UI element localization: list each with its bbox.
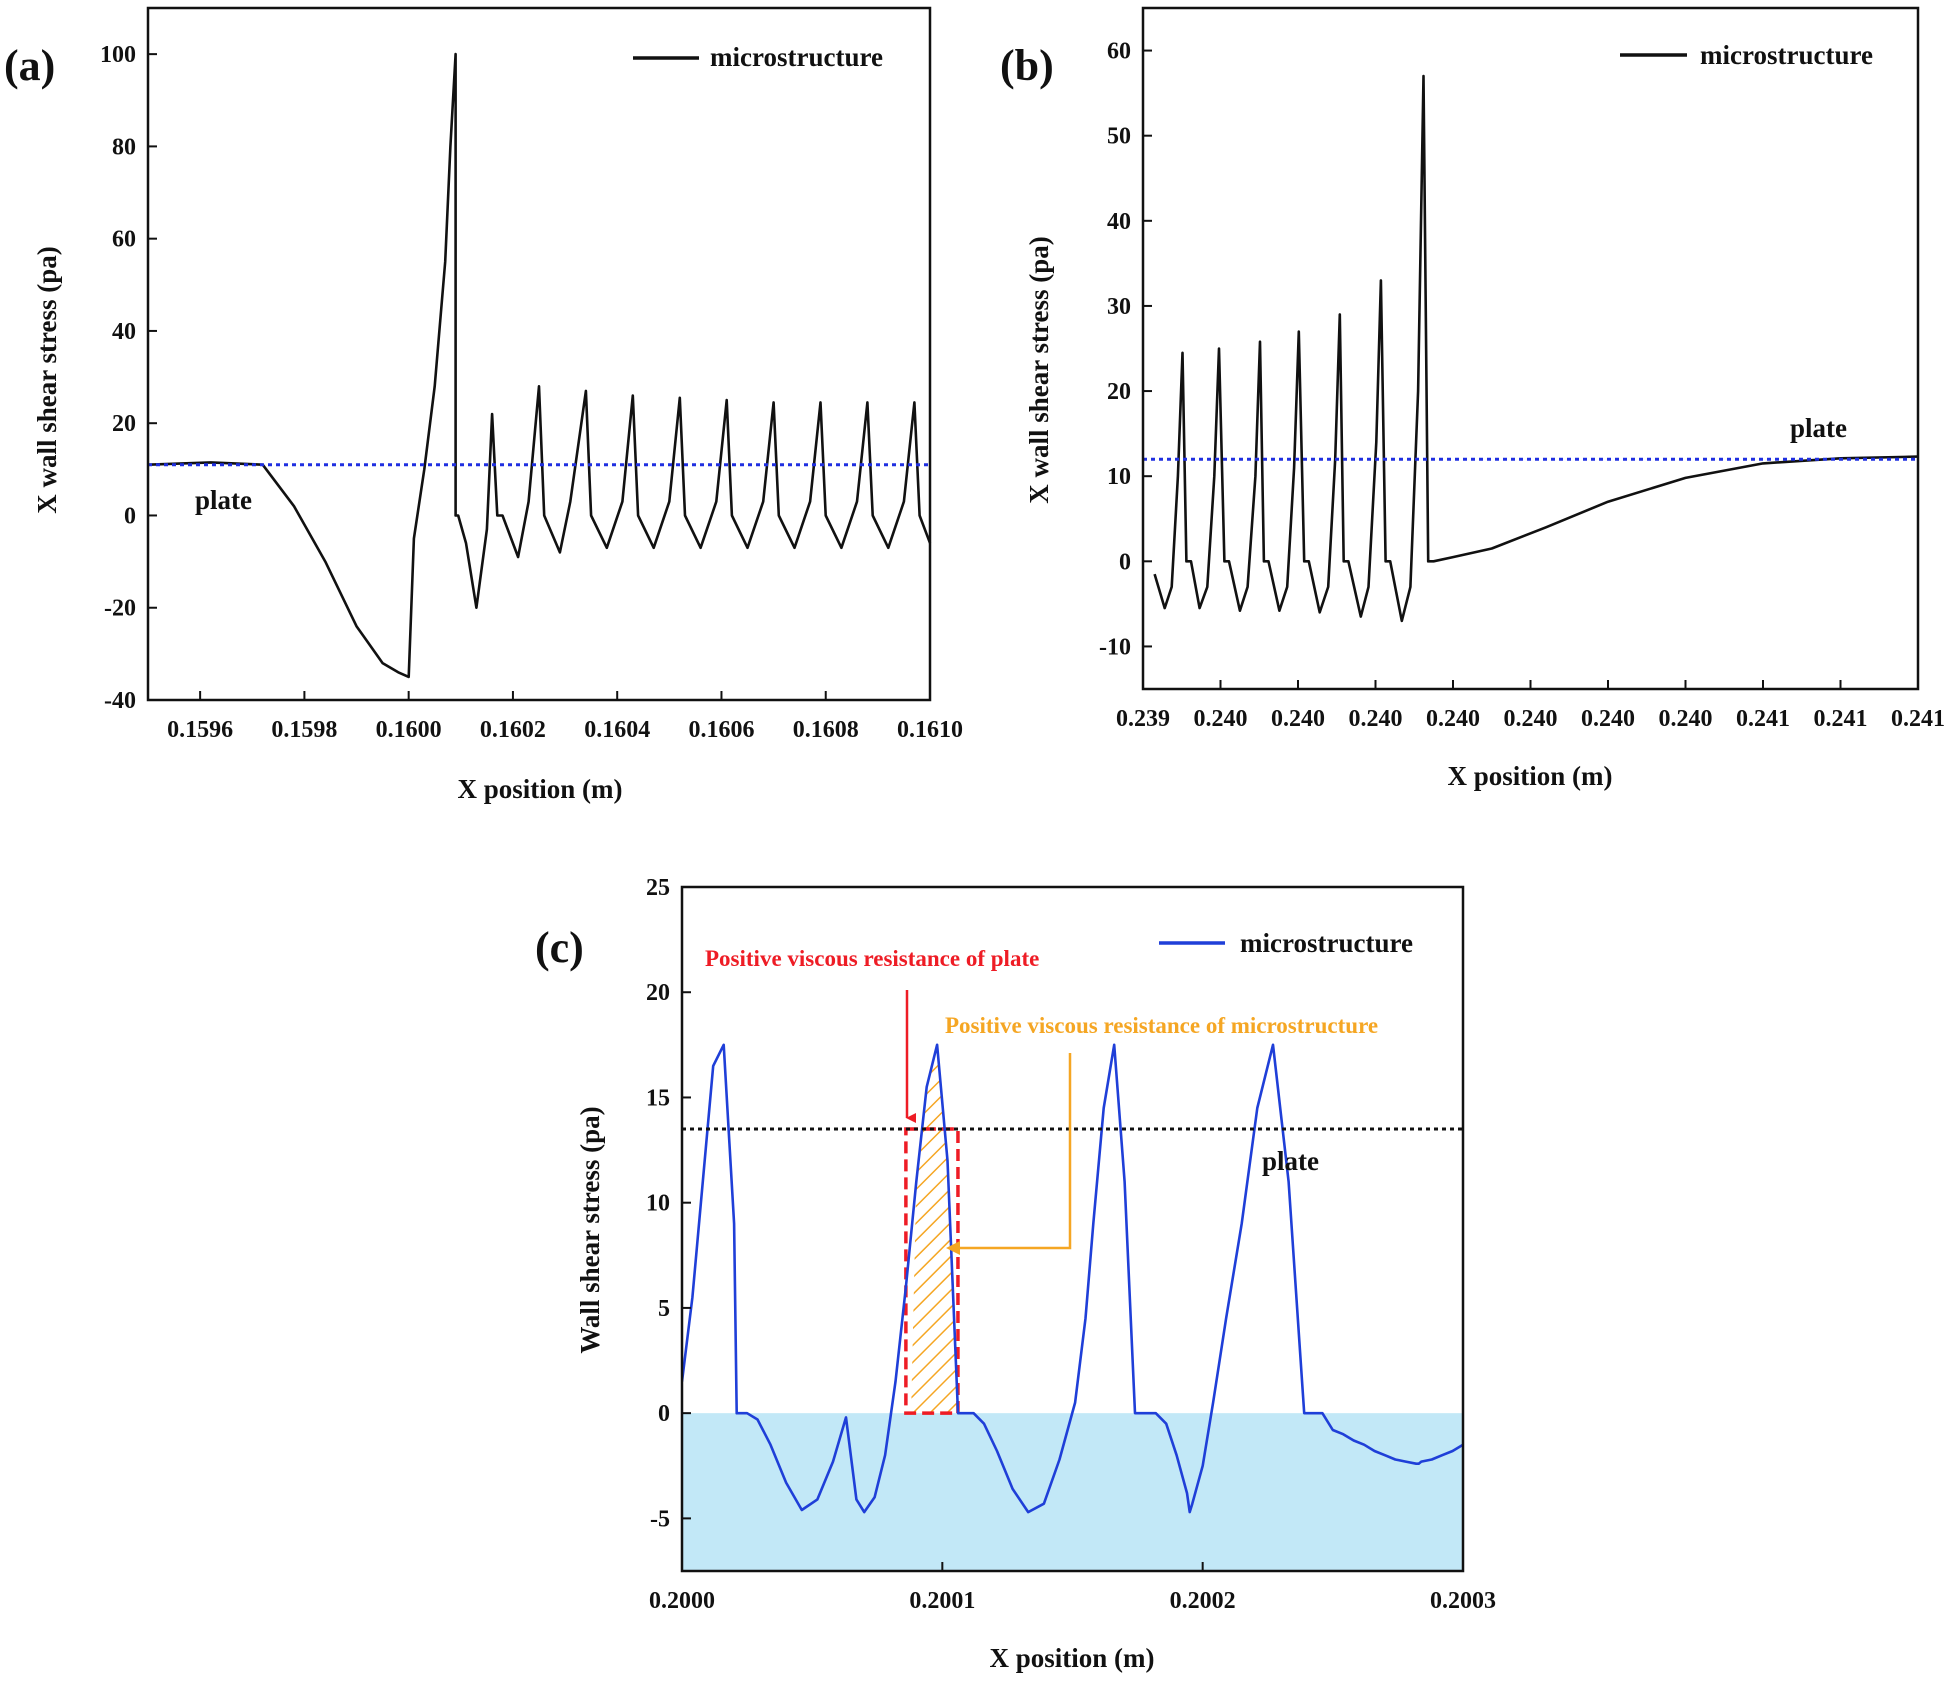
y-tick-label: 60 bbox=[112, 227, 136, 253]
x-tick-label: 0.1604 bbox=[584, 717, 650, 743]
panel-a-plate-annotation: plate bbox=[195, 485, 252, 515]
panel-c-plate-annotation: plate bbox=[1262, 1146, 1319, 1176]
x-tick-label: 0.1610 bbox=[897, 717, 963, 743]
y-tick-label: 0 bbox=[124, 503, 136, 529]
x-tick-label: 0.240 bbox=[1659, 706, 1713, 732]
y-tick-label: 60 bbox=[1107, 39, 1131, 65]
panel-b-x-ticks: 0.239 0.240 0.240 0.240 0.240 0.240 0.240 0.240… bbox=[1116, 680, 1945, 732]
y-tick-label: -10 bbox=[1099, 634, 1131, 660]
panel-b-plate-annotation: plate bbox=[1790, 413, 1847, 443]
panel-c-x-ticks: 0.2000 0.2001 0.2002 0.2003 bbox=[649, 1562, 1496, 1614]
panel-a-curves bbox=[147, 52, 932, 679]
y-tick-label: 25 bbox=[646, 875, 670, 901]
panel-c-orange-arrow-line bbox=[958, 1053, 1072, 1250]
panel-b-curves bbox=[1143, 74, 1919, 623]
y-tick-label: 30 bbox=[1107, 294, 1131, 320]
panel-a-x-axis-label: X position (m) bbox=[457, 774, 622, 804]
x-tick-label: 0.240 bbox=[1426, 706, 1480, 732]
panel-c-plate-resistance-note: Positive viscous resistance of plate bbox=[705, 946, 1039, 971]
panel-a-y-ticks: -40 -20 0 20 40 60 80 100 bbox=[100, 42, 157, 714]
series-line-microstructure bbox=[1153, 74, 1919, 623]
x-tick-label: 0.1598 bbox=[271, 717, 337, 743]
y-tick-label: 0 bbox=[1119, 549, 1131, 575]
y-tick-label: -40 bbox=[104, 688, 136, 714]
x-tick-label: 0.240 bbox=[1504, 706, 1558, 732]
panel-c-orange-arrow-head bbox=[946, 1241, 960, 1255]
panel-c-legend-label: microstructure bbox=[1240, 928, 1413, 958]
x-tick-label: 0.1606 bbox=[688, 717, 754, 743]
panel-b-legend-label: microstructure bbox=[1700, 40, 1873, 70]
x-tick-label: 0.2001 bbox=[909, 1588, 975, 1614]
y-tick-label: 15 bbox=[646, 1085, 670, 1111]
x-tick-label: 0.1608 bbox=[793, 717, 859, 743]
panel-c-x-axis-label: X position (m) bbox=[989, 1643, 1154, 1673]
y-tick-label: -20 bbox=[104, 596, 136, 622]
y-tick-label: 40 bbox=[112, 319, 136, 345]
x-tick-label: 0.241 bbox=[1891, 706, 1945, 732]
panel-c-label: (c) bbox=[535, 923, 584, 972]
x-tick-label: 0.2000 bbox=[649, 1588, 715, 1614]
x-tick-label: 0.239 bbox=[1116, 706, 1170, 732]
x-tick-label: 0.240 bbox=[1271, 706, 1325, 732]
panel-c-microstructure-resistance-note: Positive viscous resistance of microstru… bbox=[945, 1013, 1378, 1038]
y-tick-label: 80 bbox=[112, 134, 136, 160]
x-tick-label: 0.240 bbox=[1581, 706, 1635, 732]
y-tick-label: 0 bbox=[658, 1401, 670, 1427]
panel-a-frame bbox=[146, 6, 932, 702]
y-tick-label: 5 bbox=[658, 1296, 670, 1322]
y-tick-label: 10 bbox=[646, 1191, 670, 1217]
x-tick-label: 0.241 bbox=[1736, 706, 1790, 732]
y-tick-label: 20 bbox=[646, 980, 670, 1006]
panel-a-x-ticks: 0.1596 0.1598 0.1600 0.1602 0.1604 0.1606 0.16… bbox=[167, 691, 963, 743]
panel-c-microstructure-resistance-area bbox=[911, 1044, 958, 1414]
panel-c-y-ticks: -5 0 5 10 15 20 25 bbox=[646, 875, 691, 1532]
x-tick-label: 0.2002 bbox=[1170, 1588, 1236, 1614]
y-tick-label: 50 bbox=[1107, 124, 1131, 150]
y-tick-label: -5 bbox=[650, 1506, 670, 1532]
x-tick-label: 0.2003 bbox=[1430, 1588, 1496, 1614]
panel-b: (b) 0.239 0.240 0.240 0.240 0.240 0.240 0.240 0… bbox=[1000, 6, 1945, 791]
panel-b-label: (b) bbox=[1000, 41, 1054, 90]
panel-c-frame bbox=[680, 885, 1465, 1573]
panel-a-y-axis-label: X wall shear stress (pa) bbox=[32, 246, 62, 514]
x-tick-label: 0.240 bbox=[1194, 706, 1248, 732]
panel-a-legend-label: microstructure bbox=[710, 42, 883, 72]
y-tick-label: 20 bbox=[1107, 379, 1131, 405]
x-tick-label: 0.1600 bbox=[376, 717, 442, 743]
panel-c-negative-region bbox=[682, 1413, 1463, 1571]
x-tick-label: 0.240 bbox=[1349, 706, 1403, 732]
series-line-microstructure bbox=[147, 52, 932, 679]
panel-b-y-ticks: -10 0 10 20 30 40 50 60 bbox=[1099, 39, 1152, 660]
series-line-microstructure bbox=[682, 1043, 1463, 1514]
panel-b-y-axis-label: X wall shear stress (pa) bbox=[1024, 236, 1054, 504]
x-tick-label: 0.1602 bbox=[480, 717, 546, 743]
panel-a: (a) 0.1596 0.1598 0.1600 0.1602 0.1604 0.1606… bbox=[4, 6, 963, 804]
x-tick-label: 0.1596 bbox=[167, 717, 233, 743]
y-tick-label: 10 bbox=[1107, 464, 1131, 490]
panel-a-label: (a) bbox=[4, 41, 55, 90]
panel-c-y-axis-label: Wall shear stress (pa) bbox=[575, 1106, 605, 1353]
panel-c-curves bbox=[682, 1043, 1463, 1514]
x-tick-label: 0.241 bbox=[1814, 706, 1868, 732]
y-tick-label: 100 bbox=[100, 42, 136, 68]
panel-b-x-axis-label: X position (m) bbox=[1447, 761, 1612, 791]
y-tick-label: 40 bbox=[1107, 209, 1131, 235]
panel-c: (c) 0.2000 0.2001 0.2002 0.2003 -5 0 5 10 15 20 2… bbox=[535, 875, 1496, 1673]
y-tick-label: 20 bbox=[112, 411, 136, 437]
